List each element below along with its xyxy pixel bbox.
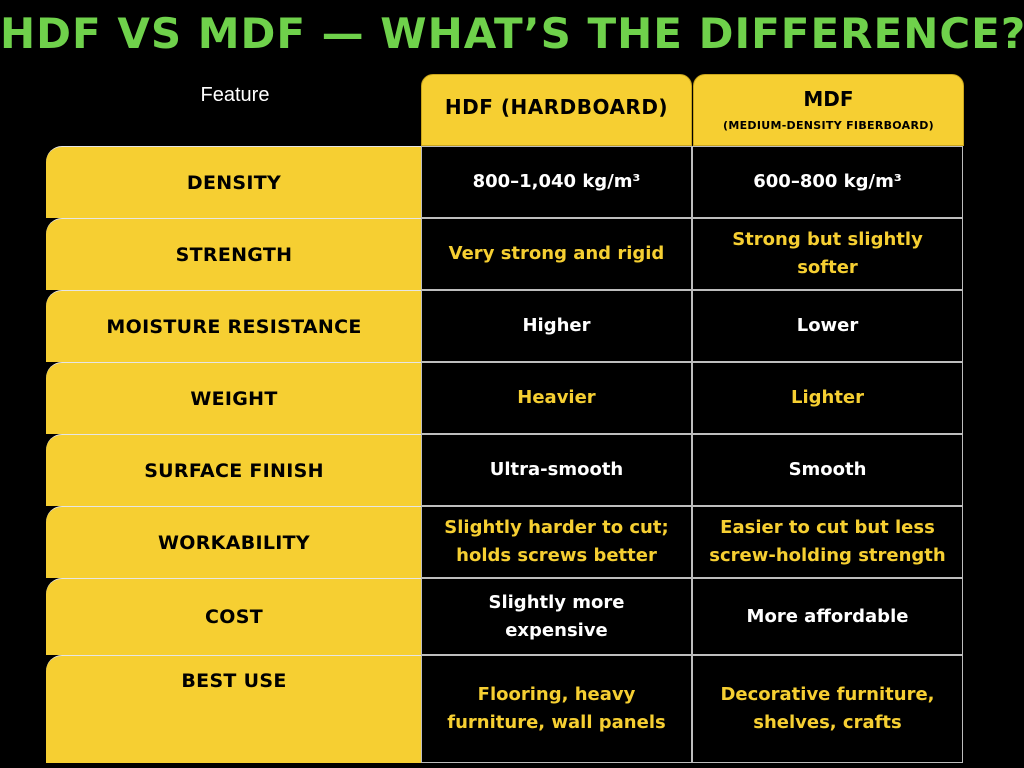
feature-cell-best-use: BEST USE [46, 655, 422, 763]
mdf-header-label: MDF [803, 87, 854, 111]
mdf-header-sublabel: (MEDIUM-DENSITY FIBERBOARD) [723, 119, 934, 132]
feature-cell-strength: STRENGTH [46, 218, 422, 290]
feature-cell-surface-finish: SURFACE FINISH [46, 434, 422, 506]
hdf-column-header: HDF (HARDBOARD) [421, 74, 692, 146]
mdf-cell-best-use: Decorative furniture, shelves, crafts [692, 655, 963, 763]
hdf-cell-surface-finish: Ultra-smooth [421, 434, 692, 506]
feature-cell-cost: COST [46, 578, 422, 655]
hdf-cell-strength: Very strong and rigid [421, 218, 692, 290]
mdf-cell-strength: Strong but slightly softer [692, 218, 963, 290]
mdf-column-header: MDF (MEDIUM-DENSITY FIBERBOARD) [693, 74, 964, 146]
mdf-cell-moisture-resistance: Lower [692, 290, 963, 362]
hdf-cell-weight: Heavier [421, 362, 692, 434]
feature-cell-density: DENSITY [46, 146, 422, 218]
mdf-cell-workability: Easier to cut but less screw-holding str… [692, 506, 963, 578]
mdf-cell-surface-finish: Smooth [692, 434, 963, 506]
hdf-header-label: HDF (HARDBOARD) [444, 95, 669, 119]
feature-cell-moisture-resistance: MOISTURE RESISTANCE [46, 290, 422, 362]
hdf-cell-workability: Slightly harder to cut; holds screws bet… [421, 506, 692, 578]
mdf-cell-cost: More affordable [692, 578, 963, 655]
mdf-cell-weight: Lighter [692, 362, 963, 434]
feature-cell-workability: WORKABILITY [46, 506, 422, 578]
hdf-cell-best-use: Flooring, heavy furniture, wall panels [421, 655, 692, 763]
feature-column-header: Feature [200, 84, 270, 106]
page-title: HDF VS MDF — WHAT’S THE DIFFERENCE? [0, 9, 1024, 58]
mdf-cell-density: 600–800 kg/m³ [692, 146, 963, 218]
hdf-cell-density: 800–1,040 kg/m³ [421, 146, 692, 218]
hdf-cell-moisture-resistance: Higher [421, 290, 692, 362]
feature-cell-weight: WEIGHT [46, 362, 422, 434]
hdf-cell-cost: Slightly more expensive [421, 578, 692, 655]
